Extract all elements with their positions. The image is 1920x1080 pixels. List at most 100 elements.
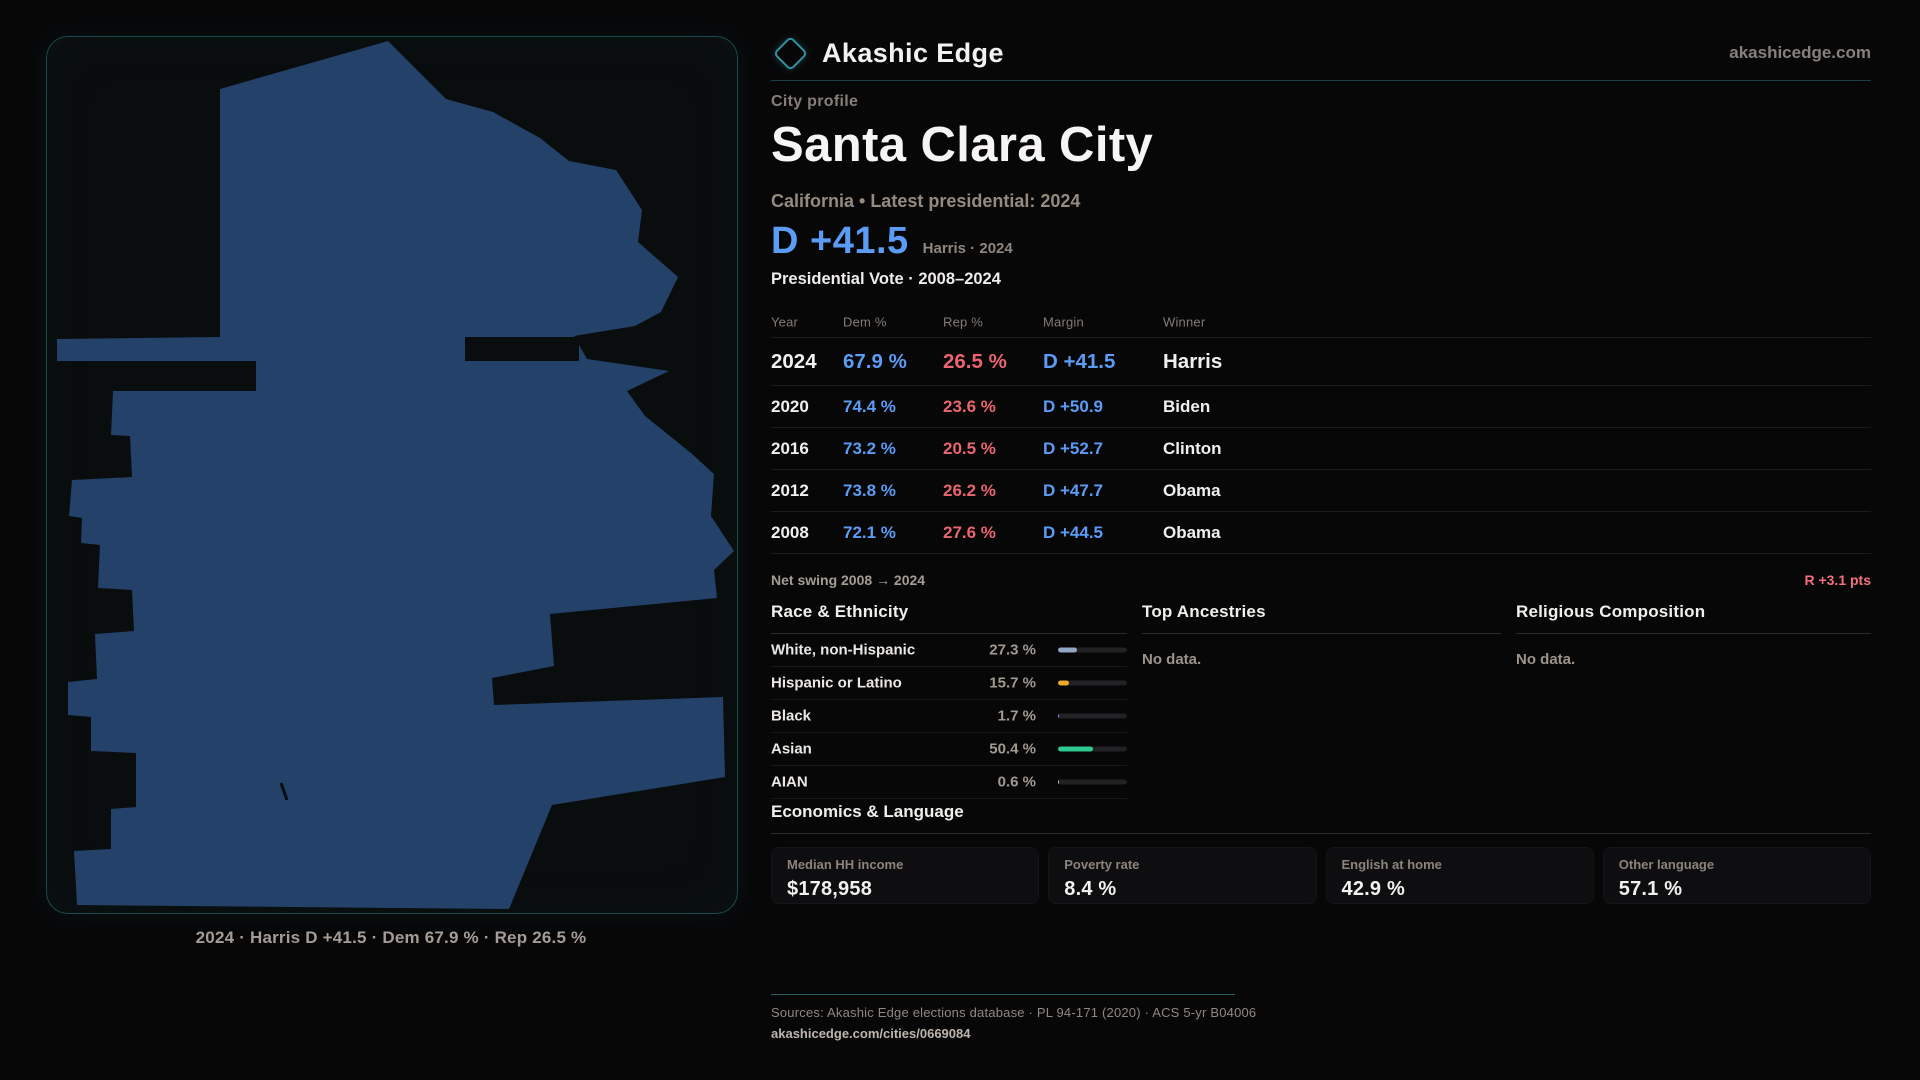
race-label: Hispanic or Latino <box>771 674 902 692</box>
election-dem-pct: 74.4 % <box>843 396 896 416</box>
race-label: White, non-Hispanic <box>771 641 916 659</box>
election-margin: D +47.7 <box>1043 480 1104 500</box>
profile-content: Akashic Edge akashicedge.com City profil… <box>771 0 1871 1080</box>
race-bar-track <box>1058 680 1127 686</box>
election-margin: D +50.9 <box>1043 396 1104 416</box>
race-value: 27.3 % <box>989 641 1036 659</box>
elections-section-title: Presidential Vote · 2008–2024 <box>771 270 1001 288</box>
race-bar-fill <box>1058 713 1060 719</box>
elections-table: Year Dem % Rep % Margin Winner 2024 67.9… <box>771 306 1871 554</box>
economics-title: Economics & Language <box>771 802 1871 834</box>
election-rep-pct: 26.5 % <box>943 349 1007 373</box>
net-swing-value: R +3.1 pts <box>1804 572 1871 588</box>
race-row: Black 1.7 % <box>771 700 1127 733</box>
race-row: Hispanic or Latino 15.7 % <box>771 667 1127 700</box>
brand-name: Akashic Edge <box>822 37 1004 68</box>
stat-card: Median HH income $178,958 <box>771 847 1040 904</box>
net-swing-row: Net swing 2008 → 2024 R +3.1 pts <box>771 572 1871 588</box>
election-rep-pct: 27.6 % <box>943 522 996 542</box>
election-winner: Harris <box>1163 349 1223 373</box>
election-row: 2012 73.8 % 26.2 % D +47.7 Obama <box>771 470 1871 512</box>
election-dem-pct: 73.8 % <box>843 480 896 500</box>
race-bar-fill <box>1058 680 1069 686</box>
race-value: 1.7 % <box>997 707 1036 725</box>
race-label: AIAN <box>771 773 808 791</box>
race-row: Asian 50.4 % <box>771 733 1127 766</box>
election-row: 2020 74.4 % 23.6 % D +50.9 Biden <box>771 386 1871 428</box>
ancestries-title: Top Ancestries <box>1142 602 1501 634</box>
election-year: 2012 <box>771 480 809 500</box>
col-header-year: Year <box>771 314 799 329</box>
elections-table-body: 2024 67.9 % 26.5 % D +41.5 Harris 2020 7… <box>771 338 1871 554</box>
stat-label: Poverty rate <box>1064 857 1140 872</box>
election-rep-pct: 20.5 % <box>943 438 996 458</box>
stat-value: 42.9 % <box>1341 878 1405 900</box>
race-bar-track <box>1058 779 1127 785</box>
election-year: 2020 <box>771 396 809 416</box>
page-subtitle: California • Latest presidential: 2024 <box>771 191 1081 211</box>
race-bar-track <box>1058 647 1127 653</box>
col-header-winner: Winner <box>1163 314 1206 329</box>
brand-diamond-icon <box>772 35 809 71</box>
election-winner: Biden <box>1163 396 1211 416</box>
page-title: Santa Clara City <box>771 118 1154 172</box>
headline-margin-value: D +41.5 <box>771 220 909 262</box>
col-header-rep: Rep % <box>943 314 984 329</box>
race-value: 0.6 % <box>997 773 1036 791</box>
election-winner: Clinton <box>1163 438 1222 458</box>
map-gap-notch <box>465 337 579 361</box>
economics-cards: Median HH income $178,958 Poverty rate 8… <box>771 847 1871 904</box>
stat-card: Other language 57.1 % <box>1602 847 1871 904</box>
race-ethnicity-list: White, non-Hispanic 27.3 % Hispanic or L… <box>771 634 1127 799</box>
city-map-panel <box>46 36 738 914</box>
footer: Sources: Akashic Edge elections database… <box>771 994 1871 1041</box>
ancestries-section: Top Ancestries No data. <box>1142 602 1501 668</box>
footer-sources: Sources: Akashic Edge elections database… <box>771 1005 1257 1020</box>
col-header-dem: Dem % <box>843 314 887 329</box>
election-rep-pct: 23.6 % <box>943 396 996 416</box>
race-label: Asian <box>771 740 812 758</box>
election-year: 2016 <box>771 438 809 458</box>
race-bar-track <box>1058 713 1127 719</box>
religion-empty: No data. <box>1516 651 1576 668</box>
race-value: 15.7 % <box>989 674 1036 692</box>
city-boundary-shape <box>57 41 734 909</box>
page-eyebrow: City profile <box>771 93 859 110</box>
stat-card: English at home 42.9 % <box>1325 847 1594 904</box>
race-bar-fill <box>1058 647 1077 653</box>
race-bar-fill <box>1058 746 1093 752</box>
election-dem-pct: 73.2 % <box>843 438 896 458</box>
stat-value: 8.4 % <box>1064 878 1117 900</box>
stat-label: Median HH income <box>787 857 904 872</box>
race-bar-track <box>1058 746 1127 752</box>
election-rep-pct: 26.2 % <box>943 480 996 500</box>
election-margin: D +41.5 <box>1043 349 1116 373</box>
election-dem-pct: 67.9 % <box>843 349 907 373</box>
race-row: White, non-Hispanic 27.3 % <box>771 634 1127 667</box>
race-value: 50.4 % <box>989 740 1036 758</box>
race-ethnicity-section: Race & Ethnicity White, non-Hispanic 27.… <box>771 602 1127 799</box>
elections-table-header: Year Dem % Rep % Margin Winner <box>771 306 1871 338</box>
stat-label: Other language <box>1618 857 1715 872</box>
religion-title: Religious Composition <box>1516 602 1871 634</box>
election-winner: Obama <box>1163 522 1221 542</box>
map-street-sliver <box>279 782 289 801</box>
footer-permalink[interactable]: akashicedge.com/cities/0669084 <box>771 1026 971 1041</box>
stat-label: English at home <box>1341 857 1442 872</box>
election-dem-pct: 72.1 % <box>843 522 896 542</box>
masthead: Akashic Edge akashicedge.com <box>771 30 1871 76</box>
election-margin: D +44.5 <box>1043 522 1104 542</box>
footer-divider <box>771 994 1235 995</box>
net-swing-label: Net swing 2008 → 2024 <box>771 572 926 588</box>
header-divider <box>771 80 1871 81</box>
race-ethnicity-title: Race & Ethnicity <box>771 602 1127 634</box>
election-winner: Obama <box>1163 480 1221 500</box>
stat-value: $178,958 <box>787 878 873 900</box>
city-boundary-map <box>57 41 734 909</box>
stat-value: 57.1 % <box>1618 878 1683 900</box>
headline-margin: D +41.5 Harris · 2024 <box>771 222 1013 260</box>
economics-section: Economics & Language Median HH income $1… <box>771 802 1871 904</box>
stat-card: Poverty rate 8.4 % <box>1048 847 1317 904</box>
election-margin: D +52.7 <box>1043 438 1104 458</box>
brand-domain-link[interactable]: akashicedge.com <box>1729 43 1871 62</box>
